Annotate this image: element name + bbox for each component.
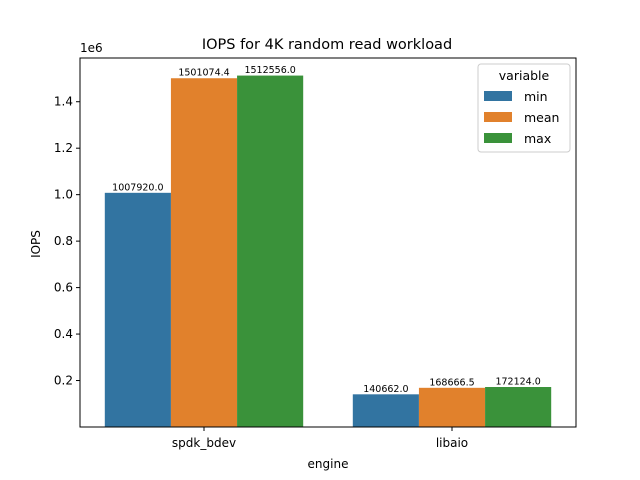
legend-swatch-max xyxy=(484,133,512,143)
axes-layer: 0.2 0.4 0.6 0.8 1.0 1.2 1.4 spdk_bdev libaio xyxy=(54,57,577,450)
x-axis-label: engine xyxy=(308,457,349,471)
bars-layer xyxy=(104,75,552,428)
legend-swatch-mean xyxy=(484,112,512,122)
legend-label-max: max xyxy=(524,131,551,146)
data-label-mean-spdk_bdev: 1501074.4 xyxy=(178,68,229,79)
y-tick-label: 1.2 xyxy=(54,141,73,155)
y-axis-label: IOPS xyxy=(29,230,43,258)
data-label-mean-libaio: 168666.5 xyxy=(429,377,474,388)
data-labels-layer: 1007920.0 1501074.4 1512556.0 140662.0 16866… xyxy=(112,65,541,395)
bar-mean-libaio xyxy=(418,387,486,427)
y-tick-label: 1.0 xyxy=(54,188,73,202)
y-tick-label: 0.8 xyxy=(54,234,73,248)
bar-max-libaio xyxy=(485,387,552,427)
data-label-min-spdk_bdev: 1007920.0 xyxy=(112,182,163,193)
bar-min-libaio xyxy=(352,394,419,427)
chart-title: IOPS for 4K random read workload xyxy=(202,37,452,53)
y-offset-label: 1e6 xyxy=(80,41,103,55)
data-label-max-spdk_bdev: 1512556.0 xyxy=(244,65,295,76)
legend-title: variable xyxy=(499,68,550,83)
legend-label-mean: mean xyxy=(524,110,559,125)
legend-label-min: min xyxy=(524,89,548,104)
y-tick-label: 1.4 xyxy=(54,95,73,109)
x-tick-label-libaio: libaio xyxy=(436,436,468,450)
y-tick-label: 0.2 xyxy=(54,374,73,388)
bar-min-spdk_bdev xyxy=(104,192,171,427)
y-tick-label: 0.4 xyxy=(54,327,73,341)
x-tick-label-spdk_bdev: spdk_bdev xyxy=(172,436,236,450)
legend-swatch-min xyxy=(484,91,512,101)
legend: variable min mean max xyxy=(477,63,571,153)
plot-frame xyxy=(79,57,577,428)
bar-mean-spdk_bdev xyxy=(170,78,238,427)
legend-frame xyxy=(477,63,571,153)
bar-max-spdk_bdev xyxy=(237,75,304,428)
data-label-max-libaio: 172124.0 xyxy=(495,377,540,388)
y-tick-label: 0.6 xyxy=(54,281,73,295)
data-label-min-libaio: 140662.0 xyxy=(363,384,408,395)
